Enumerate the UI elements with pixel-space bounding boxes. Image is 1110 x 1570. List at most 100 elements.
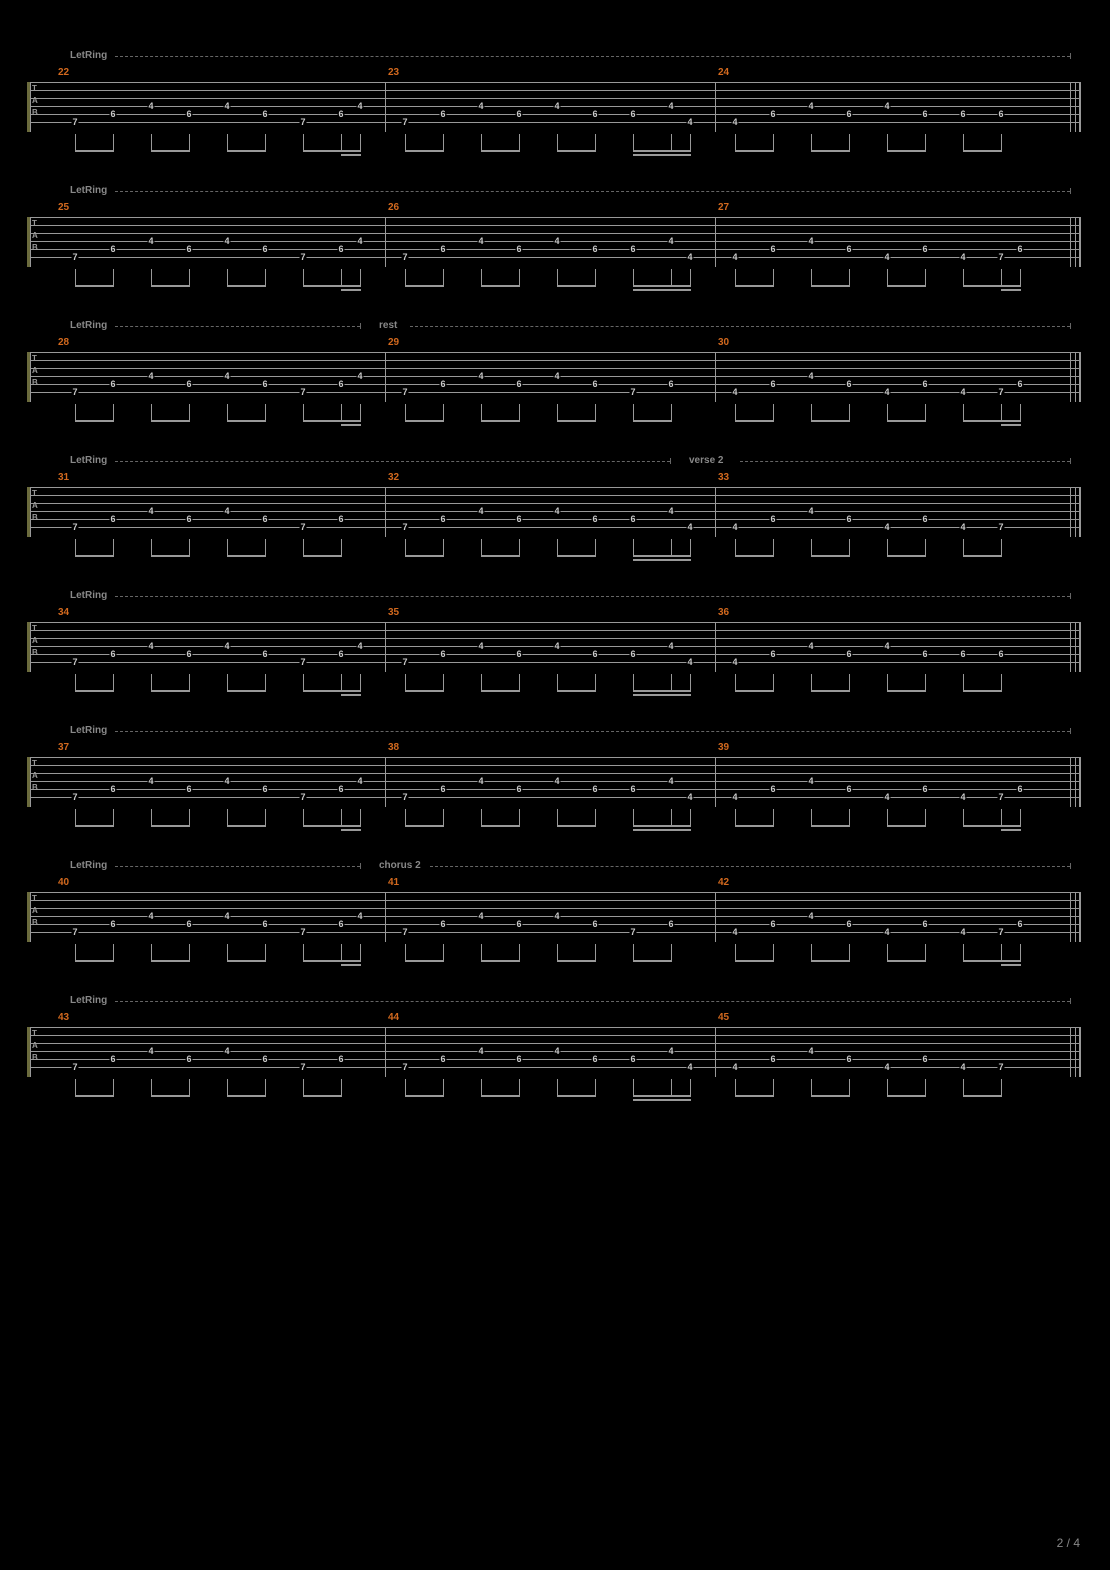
beam <box>963 555 1002 557</box>
fret-number: 4 <box>223 371 230 381</box>
beam <box>633 825 672 827</box>
staff-line <box>30 630 1080 631</box>
fret-number: 6 <box>629 109 636 119</box>
beam <box>151 285 190 287</box>
fret-number: 4 <box>223 911 230 921</box>
fret-number: 4 <box>147 1046 154 1056</box>
beam <box>303 825 342 827</box>
tab-staff: TAB22764646764237646466442446464666 <box>30 82 1080 132</box>
beam <box>557 960 596 962</box>
fret-number: 6 <box>921 1054 928 1064</box>
letring-line <box>115 461 670 463</box>
fret-number: 6 <box>261 379 268 389</box>
barline <box>715 757 716 807</box>
measure-number: 42 <box>718 877 729 888</box>
fret-number: 4 <box>223 641 230 651</box>
fret-number: 4 <box>731 1062 738 1072</box>
beam <box>151 960 190 962</box>
fret-number: 4 <box>147 776 154 786</box>
fret-number: 4 <box>807 776 814 786</box>
fret-number: 6 <box>337 514 344 524</box>
beam <box>963 285 1002 287</box>
fret-number: 6 <box>921 919 928 929</box>
fret-number: 6 <box>337 1054 344 1064</box>
fret-number: 4 <box>731 387 738 397</box>
fret-number: 4 <box>883 927 890 937</box>
fret-number: 4 <box>686 117 693 127</box>
fret-number: 6 <box>921 244 928 254</box>
barline-end <box>1075 622 1081 672</box>
beam <box>227 1095 266 1097</box>
tab-staff: TAB28764646764297646467630464646476 <box>30 352 1080 402</box>
fret-number: 6 <box>515 784 522 794</box>
beam <box>963 150 1002 152</box>
fret-number: 6 <box>959 109 966 119</box>
fret-number: 6 <box>921 649 928 659</box>
fret-number: 7 <box>299 387 306 397</box>
fret-number: 4 <box>553 506 560 516</box>
letring-line <box>115 596 1070 598</box>
fret-number: 6 <box>845 379 852 389</box>
tab-clef-letter: T <box>32 759 37 768</box>
staff-line <box>30 773 1080 774</box>
fret-number: 7 <box>997 927 1004 937</box>
staff-line <box>30 622 1080 623</box>
fret-number: 4 <box>553 776 560 786</box>
fret-number: 4 <box>147 101 154 111</box>
fret-number: 6 <box>109 379 116 389</box>
beam <box>151 555 190 557</box>
tab-clef-letter: T <box>32 1029 37 1038</box>
tab-clef-letter: B <box>32 108 38 117</box>
beam <box>811 1095 850 1097</box>
letring-line <box>430 866 1070 868</box>
fret-number: 6 <box>845 514 852 524</box>
beam <box>811 825 850 827</box>
tab-clef-letter: A <box>32 231 38 240</box>
beam <box>887 960 926 962</box>
beam <box>557 420 596 422</box>
beam <box>557 1095 596 1097</box>
fret-number: 7 <box>401 657 408 667</box>
fret-number: 4 <box>667 1046 674 1056</box>
staff-line <box>30 1027 1080 1028</box>
fret-number: 6 <box>109 514 116 524</box>
fret-number: 4 <box>807 371 814 381</box>
fret-number: 7 <box>71 252 78 262</box>
fret-number: 4 <box>477 506 484 516</box>
staff-line <box>30 225 1080 226</box>
fret-number: 4 <box>883 387 890 397</box>
fret-number: 4 <box>883 641 890 651</box>
measure-number: 37 <box>58 742 69 753</box>
fret-number: 6 <box>629 244 636 254</box>
staff-line <box>30 368 1080 369</box>
fret-number: 6 <box>1016 784 1023 794</box>
fret-number: 4 <box>883 101 890 111</box>
staff-line <box>30 98 1080 99</box>
beam <box>811 960 850 962</box>
fret-number: 4 <box>807 236 814 246</box>
fret-number: 6 <box>109 109 116 119</box>
fret-number: 6 <box>997 109 1004 119</box>
beam <box>481 150 520 152</box>
fret-number: 6 <box>629 1054 636 1064</box>
fret-number: 6 <box>1016 919 1023 929</box>
fret-number: 7 <box>401 387 408 397</box>
beam <box>75 960 114 962</box>
fret-number: 7 <box>401 117 408 127</box>
fret-number: 7 <box>629 927 636 937</box>
staff-line <box>30 503 1080 504</box>
fret-number: 7 <box>71 117 78 127</box>
fret-number: 4 <box>731 252 738 262</box>
beam <box>735 1095 774 1097</box>
tab-clef-letter: T <box>32 354 37 363</box>
beam <box>227 555 266 557</box>
fret-number: 6 <box>921 514 928 524</box>
beam <box>481 1095 520 1097</box>
letring-label: LetRing <box>70 320 107 331</box>
beam <box>735 825 774 827</box>
beam <box>303 555 342 557</box>
staff-line <box>30 797 1080 798</box>
tab-clef-letter: B <box>32 918 38 927</box>
barline <box>385 757 386 807</box>
beam <box>405 690 444 692</box>
